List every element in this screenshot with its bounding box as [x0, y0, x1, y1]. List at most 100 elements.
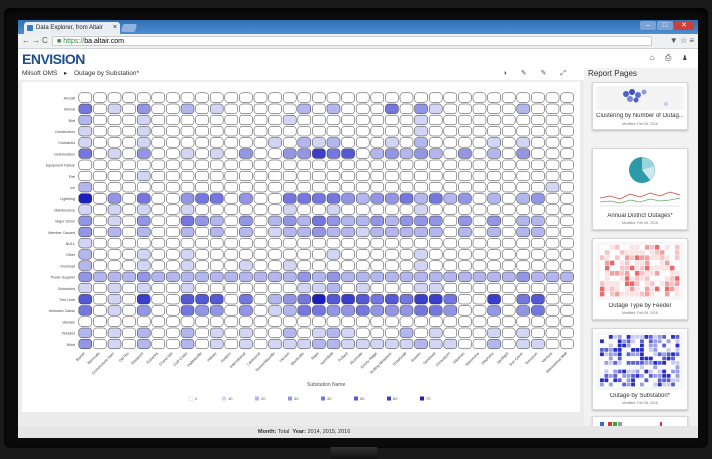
heatmap-cell[interactable]: [487, 271, 501, 282]
heatmap-cell[interactable]: [487, 294, 501, 305]
heatmap-cell[interactable]: [516, 316, 531, 327]
heatmap-cell[interactable]: [443, 226, 458, 238]
heatmap-cell[interactable]: [268, 193, 282, 204]
heatmap-cell[interactable]: [355, 193, 370, 204]
heatmap-cell[interactable]: [253, 114, 268, 126]
heatmap-cell[interactable]: [209, 294, 224, 305]
heatmap-cell[interactable]: [370, 327, 385, 338]
heatmap-cell[interactable]: [501, 193, 516, 204]
heatmap-cell[interactable]: [166, 148, 180, 159]
heatmap-cell[interactable]: [385, 282, 399, 294]
heatmap-cell[interactable]: [326, 204, 341, 215]
heatmap-cell[interactable]: [370, 170, 385, 182]
heatmap-cell[interactable]: [297, 260, 312, 271]
heatmap-cell[interactable]: [560, 170, 574, 182]
heatmap-cell[interactable]: [501, 226, 516, 238]
heatmap-cell[interactable]: [166, 238, 180, 249]
heatmap-cell[interactable]: [545, 193, 560, 204]
heatmap-cell[interactable]: [385, 294, 399, 305]
heatmap-cell[interactable]: [326, 92, 341, 103]
heatmap-cell[interactable]: [458, 282, 472, 294]
heatmap-cell[interactable]: [399, 92, 414, 103]
heatmap-cell[interactable]: [209, 193, 224, 204]
heatmap-cell[interactable]: [326, 226, 341, 238]
heatmap-cell[interactable]: [414, 271, 428, 282]
heatmap-cell[interactable]: [136, 316, 151, 327]
heatmap-cell[interactable]: [355, 305, 370, 316]
heatmap-cell[interactable]: [78, 170, 93, 182]
heatmap-cell[interactable]: [501, 182, 516, 193]
heatmap-cell[interactable]: [516, 170, 531, 182]
heatmap-cell[interactable]: [443, 126, 458, 137]
heatmap-cell[interactable]: [78, 282, 93, 294]
heatmap-cell[interactable]: [458, 327, 472, 338]
heatmap-cell[interactable]: [180, 294, 195, 305]
heatmap-cell[interactable]: [458, 182, 472, 193]
heatmap-cell[interactable]: [282, 148, 297, 159]
heatmap-cell[interactable]: [209, 114, 224, 126]
heatmap-cell[interactable]: [239, 282, 253, 294]
heatmap-cell[interactable]: [326, 137, 341, 148]
heatmap-cell[interactable]: [151, 294, 166, 305]
heatmap-cell[interactable]: [487, 260, 501, 271]
heatmap-cell[interactable]: [180, 137, 195, 148]
heatmap-cell[interactable]: [209, 260, 224, 271]
heatmap-cell[interactable]: [282, 226, 297, 238]
heatmap-cell[interactable]: [428, 103, 443, 114]
heatmap-cell[interactable]: [399, 170, 414, 182]
heatmap-cell[interactable]: [545, 92, 560, 103]
heatmap-cell[interactable]: [531, 238, 545, 249]
heatmap-cell[interactable]: [428, 249, 443, 260]
heatmap-cell[interactable]: [458, 170, 472, 182]
heatmap-cell[interactable]: [253, 204, 268, 215]
heatmap-cell[interactable]: [458, 238, 472, 249]
heatmap-cell[interactable]: [341, 182, 355, 193]
heatmap-cell[interactable]: [428, 204, 443, 215]
heatmap-cell[interactable]: [195, 238, 209, 249]
heatmap-cell[interactable]: [107, 159, 122, 170]
heatmap-cell[interactable]: [312, 271, 326, 282]
heatmap-cell[interactable]: [385, 103, 399, 114]
heatmap-cell[interactable]: [472, 92, 487, 103]
heatmap-cell[interactable]: [239, 327, 253, 338]
heatmap-cell[interactable]: [428, 137, 443, 148]
heatmap-cell[interactable]: [326, 114, 341, 126]
heatmap-cell[interactable]: [370, 226, 385, 238]
heatmap-cell[interactable]: [472, 126, 487, 137]
heatmap-cell[interactable]: [136, 114, 151, 126]
heatmap-cell[interactable]: [268, 159, 282, 170]
heatmap-cell[interactable]: [341, 126, 355, 137]
envision-logo[interactable]: ENVISION: [22, 51, 85, 67]
heatmap-cell[interactable]: [253, 182, 268, 193]
heatmap-cell[interactable]: [312, 215, 326, 226]
heatmap-cell[interactable]: [209, 316, 224, 327]
heatmap-cell[interactable]: [136, 92, 151, 103]
heatmap-cell[interactable]: [516, 103, 531, 114]
heatmap-cell[interactable]: [355, 137, 370, 148]
heatmap-cell[interactable]: [443, 305, 458, 316]
heatmap-cell[interactable]: [239, 271, 253, 282]
heatmap-cell[interactable]: [136, 103, 151, 114]
heatmap-cell[interactable]: [399, 294, 414, 305]
heatmap-cell[interactable]: [458, 338, 472, 350]
heatmap-cell[interactable]: [370, 305, 385, 316]
heatmap-cell[interactable]: [122, 193, 136, 204]
heatmap-cell[interactable]: [545, 327, 560, 338]
heatmap-cell[interactable]: [472, 226, 487, 238]
heatmap-cell[interactable]: [516, 126, 531, 137]
heatmap-cell[interactable]: [428, 305, 443, 316]
heatmap-cell[interactable]: [355, 282, 370, 294]
heatmap-cell[interactable]: [414, 137, 428, 148]
new-tab-button[interactable]: [120, 24, 138, 32]
heatmap-cell[interactable]: [107, 170, 122, 182]
heatmap-cell[interactable]: [531, 260, 545, 271]
heatmap-cell[interactable]: [282, 204, 297, 215]
heatmap-cell[interactable]: [399, 282, 414, 294]
heatmap-cell[interactable]: [355, 249, 370, 260]
heatmap-cell[interactable]: [501, 103, 516, 114]
heatmap-cell[interactable]: [560, 327, 574, 338]
heatmap-cell[interactable]: [166, 249, 180, 260]
heatmap-cell[interactable]: [326, 316, 341, 327]
heatmap-cell[interactable]: [501, 148, 516, 159]
heatmap-cell[interactable]: [78, 148, 93, 159]
